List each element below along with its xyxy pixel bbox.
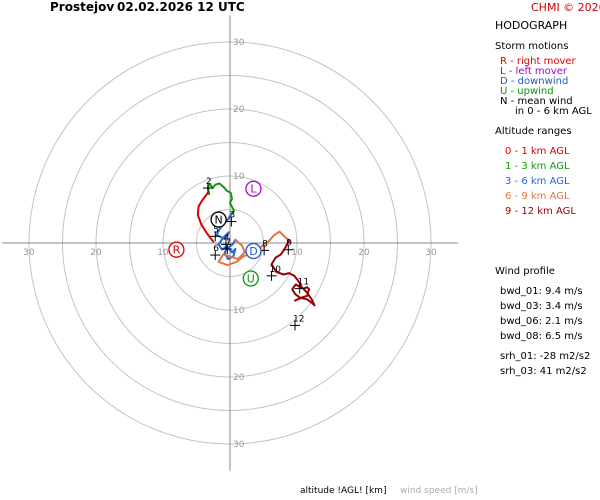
altitude-label-5: 5 bbox=[213, 225, 219, 235]
storm-marker-L bbox=[245, 180, 262, 197]
legend-alt-3-6: 3 - 6 km AGL bbox=[505, 176, 570, 187]
hodograph-line-series-2 bbox=[215, 213, 237, 261]
chart-axes bbox=[2, 15, 458, 471]
legend-right-mover: R - right mover bbox=[500, 56, 576, 67]
bwd-03-value: bwd_03: 3.4 m/s bbox=[500, 301, 583, 312]
storm-marker-label-L: L bbox=[250, 183, 257, 196]
legend-upwind: U - upwind bbox=[500, 86, 554, 97]
legend-alt-6-9: 6 - 9 km AGL bbox=[505, 191, 570, 202]
hodograph-line-series-3 bbox=[217, 230, 290, 267]
ring-labels: 10 10 10 10 20 20 20 20 30 30 30 30 bbox=[23, 38, 437, 450]
ring-label: 30 bbox=[425, 248, 437, 258]
legend-alt-0-1: 0 - 1 km AGL bbox=[505, 146, 570, 157]
storm-motions-heading: Storm motions bbox=[495, 41, 569, 52]
ring-label: 10 bbox=[291, 248, 303, 258]
storm-marker-N bbox=[210, 211, 227, 228]
bwd-06-value: bwd_06: 2.1 m/s bbox=[500, 316, 583, 327]
legend-mean-wind-note: in 0 - 6 km AGL bbox=[515, 106, 592, 117]
storm-marker-D bbox=[245, 242, 262, 260]
legend-downwind: D - downwind bbox=[500, 76, 569, 87]
storm-marker-label-N: N bbox=[214, 214, 222, 227]
altitude-label-12: 12 bbox=[293, 314, 304, 324]
altitude-label-9: 9 bbox=[286, 239, 292, 249]
bwd-08-value: bwd_08: 6.5 m/s bbox=[500, 331, 583, 342]
bwd-01-value: bwd_01: 9.4 m/s bbox=[500, 286, 583, 297]
valid-datetime: 02.02.2026 12 UTC bbox=[117, 0, 245, 14]
altitude-label-10: 10 bbox=[270, 265, 282, 275]
storm-motion-markers: N L R D U bbox=[168, 180, 262, 287]
altitude-label-4: 4 bbox=[224, 233, 230, 243]
ring-label: 20 bbox=[90, 248, 102, 258]
srh-01-value: srh_01: -28 m2/s2 bbox=[500, 351, 591, 362]
altitude-ranges-heading: Altitude ranges bbox=[495, 126, 572, 137]
altitude-label-11: 11 bbox=[298, 278, 309, 288]
storm-marker-R bbox=[168, 241, 185, 258]
storm-marker-label-R: R bbox=[173, 244, 181, 257]
ring-label: 20 bbox=[358, 248, 370, 258]
hodograph-line-series-4 bbox=[270, 239, 316, 307]
ring-label: 30 bbox=[23, 248, 35, 258]
hodograph-traces bbox=[196, 182, 316, 307]
altitude-label-7: 7 bbox=[225, 238, 231, 248]
credit-text: CHMI © 2026 bbox=[531, 1, 600, 14]
srh-03-value: srh_03: 41 m2/s2 bbox=[500, 366, 587, 377]
ring-label: 10 bbox=[233, 306, 245, 316]
legend-alt-9-12: 9 - 12 km AGL bbox=[505, 206, 576, 217]
station-name: Prostejov bbox=[50, 0, 115, 14]
ring-label: 10 bbox=[157, 248, 169, 258]
altitude-label-3: 3 bbox=[229, 211, 235, 221]
ring-label: 20 bbox=[233, 373, 245, 383]
ring-label: 30 bbox=[233, 38, 245, 48]
altitude-label-2: 2 bbox=[206, 177, 212, 187]
legend-mean-wind: N - mean wind bbox=[500, 96, 573, 107]
wind-profile-heading: Wind profile bbox=[495, 266, 555, 277]
altitude-label-8: 8 bbox=[262, 239, 268, 249]
wind-speed-unit-label: wind speed [m/s] bbox=[400, 486, 478, 496]
panel-title: HODOGRAPH bbox=[495, 19, 568, 32]
storm-marker-label-U: U bbox=[247, 273, 255, 286]
legend-left-mover: L - left mover bbox=[500, 66, 567, 77]
hodograph-line-series-0 bbox=[196, 191, 215, 243]
ring-label: 30 bbox=[233, 440, 245, 450]
altitude-unit-label: altitude !AGL! [km] bbox=[300, 486, 387, 496]
altitude-label-6: 6 bbox=[213, 244, 219, 254]
storm-marker-label-D: D bbox=[249, 245, 257, 258]
hodograph-line-series-1 bbox=[206, 182, 235, 216]
ring-label: 20 bbox=[233, 105, 245, 115]
storm-marker-U bbox=[242, 270, 259, 287]
legend-alt-1-3: 1 - 3 km AGL bbox=[505, 161, 570, 172]
ring-label: 10 bbox=[233, 172, 245, 182]
